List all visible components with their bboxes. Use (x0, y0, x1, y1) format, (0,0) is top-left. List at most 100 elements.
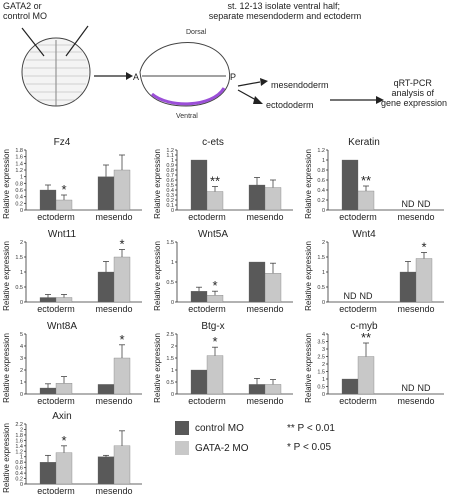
category-label: mesendo (95, 304, 132, 314)
bar-control-mo-mesendo (97, 271, 115, 303)
y-tick-label: 1.6 (15, 438, 23, 444)
bar-gata-2-mo-mesendo (113, 169, 131, 211)
chart-c-ets: Relative expression c-ets 00.10.20.30.40.5… (153, 137, 293, 222)
y-tick-label: 2 (322, 240, 325, 246)
y-tick-label: 1 (322, 158, 325, 164)
chart-title: Wnt8A (47, 321, 77, 332)
y-axis-label: Relative expression (153, 333, 162, 403)
needle-right (65, 25, 89, 57)
chart-wnt8a: Relative expression Wnt8A 0 1 2 3 4 5 * ectoderm m… (2, 321, 142, 406)
y-tick-label: 0.8 (317, 168, 325, 174)
bar-gata-2-mo-ectoderm (55, 297, 73, 303)
y-tick-label: 1 (20, 270, 23, 276)
y-axis-label: Relative expression (2, 423, 11, 493)
bar-control-mo-ectoderm (39, 297, 57, 303)
y-tick-label: 0.5 (166, 183, 174, 189)
significance-mark: ** (361, 173, 371, 188)
y-tick-label: 1.5 (166, 240, 174, 246)
y-tick-label: 0.5 (166, 380, 174, 386)
y-axis-label: Relative expression (2, 149, 11, 219)
bar-gata-2-mo-mesendo (264, 384, 282, 395)
y-tick-label: 0.8 (166, 168, 174, 174)
y-tick-label: 0.5 (317, 385, 325, 391)
bar-control-mo-mesendo (248, 184, 266, 211)
category-label: ectoderm (188, 396, 226, 406)
left-label-line2: control MO (3, 11, 47, 21)
y-tick-label: 0.4 (15, 195, 23, 201)
y-tick-label: 0.6 (15, 188, 23, 194)
bar-gata-2-mo-mesendo (415, 258, 433, 303)
half-embryo-illustration (139, 42, 231, 107)
bar-gata-2-mo-ectoderm (357, 356, 375, 395)
chart-title: Axin (52, 411, 71, 422)
category-label: ectoderm (188, 212, 226, 222)
significance-mark: * (212, 334, 217, 349)
y-tick-label: 0.4 (166, 188, 174, 194)
category-label: ectoderm (339, 396, 377, 406)
y-tick-label: 1.8 (15, 433, 23, 439)
significance-mark: * (212, 278, 217, 293)
bar-gata-2-mo-mesendo (264, 187, 282, 211)
y-tick-label: 1 (20, 175, 23, 181)
legend-p005: * P < 0.05 (287, 442, 332, 453)
y-tick-label: 1.4 (15, 161, 23, 167)
y-tick-label: 0.8 (15, 460, 23, 466)
y-tick-label: 1 (171, 260, 174, 266)
needle-left (21, 27, 45, 57)
significance-mark: ** (210, 174, 220, 189)
bar-gata-2-mo-mesendo (113, 357, 131, 395)
ectoderm-label: ectododerm (266, 100, 314, 110)
chart-keratin: Relative expression Keratin 0 0.2 0.4 0.6 0.8 1… (304, 137, 444, 222)
y-tick-label: 0.2 (166, 198, 174, 204)
bar-control-mo-ectoderm (39, 387, 57, 395)
chart-title: Wnt5A (198, 229, 228, 240)
bar-gata-2-mo-ectoderm (206, 295, 224, 303)
y-tick-label: 0 (20, 482, 23, 488)
bar-control-mo-ectoderm (39, 189, 57, 211)
bar-gata-2-mo-ectoderm (55, 383, 73, 395)
y-tick-label: 2 (20, 240, 23, 246)
bar-gata-2-mo-ectoderm (55, 452, 73, 485)
category-label: ectoderm (188, 304, 226, 314)
y-tick-label: 0 (171, 208, 174, 214)
y-tick-label: 2.5 (317, 355, 325, 361)
chart-btg-x: Relative expression Btg-x 0 0.5 1 1.5 2 2.5 * ect… (153, 321, 293, 406)
legend: control MO GATA-2 MO ** P < 0.01 * P < 0… (175, 417, 453, 477)
category-label: mesendo (397, 396, 434, 406)
y-tick-label: 0.6 (15, 466, 23, 472)
category-label: ectoderm (37, 486, 75, 496)
schematic-top-label: st. 12-13 isolate ventral half; separate… (209, 1, 362, 21)
y-tick-label: 1 (171, 368, 174, 374)
y-tick-label: 0.1 (166, 203, 174, 209)
y-tick-label: 0.2 (15, 477, 23, 483)
significance-mark: * (119, 237, 124, 252)
bar-control-mo-ectoderm (190, 369, 208, 395)
y-tick-label: 1.2 (317, 148, 325, 154)
y-tick-label: 1 (20, 455, 23, 461)
category-label: ectoderm (339, 304, 377, 314)
y-tick-label: 0.4 (15, 471, 23, 477)
nd-label: ND (402, 383, 415, 393)
y-tick-label: 1.2 (15, 449, 23, 455)
nd-label: ND (418, 383, 431, 393)
y-tick-label: 0.7 (166, 173, 174, 179)
y-axis-label: Relative expression (304, 149, 313, 219)
y-axis-label: Relative expression (153, 149, 162, 219)
y-tick-label: 0 (322, 208, 325, 214)
y-tick-label: 4 (20, 344, 23, 350)
y-tick-label: 1.2 (15, 168, 23, 174)
y-tick-label: 0 (20, 392, 23, 398)
chart-c-myb: Relative expression c-myb 00.5 11.5 22.5 33.5… (304, 321, 444, 406)
y-axis-label: Relative expression (2, 333, 11, 403)
y-tick-label: 1 (171, 158, 174, 164)
y-tick-label: 1 (322, 377, 325, 383)
chart-title: c-ets (202, 137, 224, 148)
bar-control-mo-ectoderm (39, 462, 57, 485)
y-tick-label: 0.8 (15, 181, 23, 187)
legend-p001: ** P < 0.01 (287, 423, 335, 434)
y-tick-label: 0.2 (317, 198, 325, 204)
y-tick-label: 1 (322, 270, 325, 276)
y-tick-label: 4 (322, 332, 325, 338)
y-tick-label: 5 (20, 332, 23, 338)
y-axis-label: Relative expression (153, 241, 162, 311)
